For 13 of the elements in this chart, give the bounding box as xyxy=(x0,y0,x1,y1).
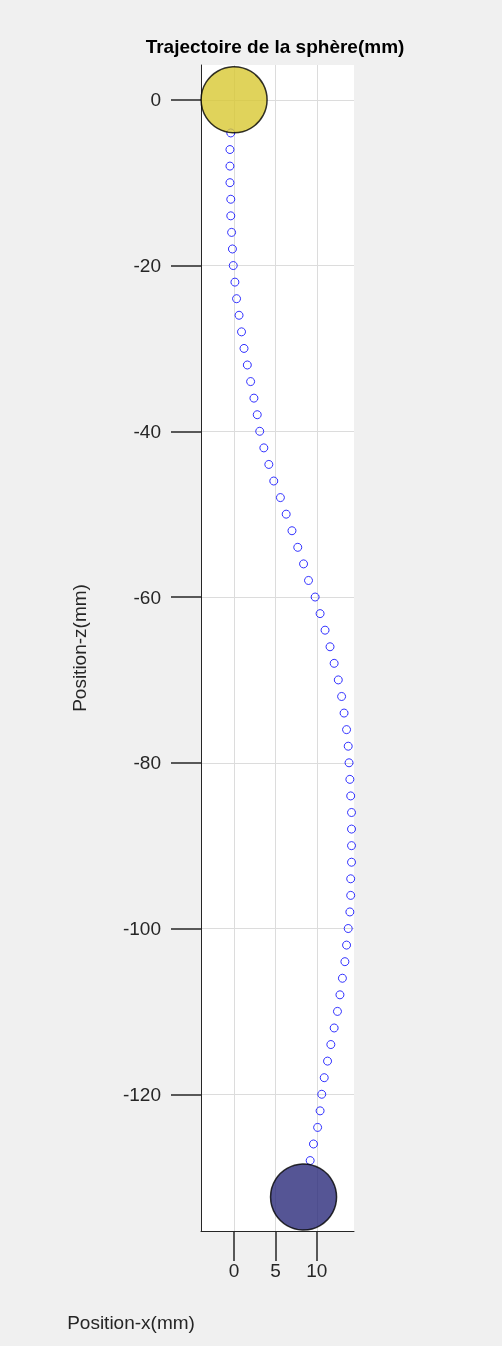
y-tick-label: 0 xyxy=(150,89,161,111)
y-axis-title: Position-z(mm) xyxy=(69,584,90,712)
x-tick-label: 0 xyxy=(228,1260,240,1281)
y-tick-label: -40 xyxy=(133,420,161,442)
x-axis-title: Position-x(mm) xyxy=(67,1312,195,1333)
y-tick-label: -120 xyxy=(122,1083,161,1105)
chart-title: Trajectoire de la sphère(mm) xyxy=(145,36,405,57)
y-tick-label: -80 xyxy=(133,752,161,774)
x-tick-label: 10 xyxy=(306,1260,328,1281)
x-tick-label: 5 xyxy=(270,1260,281,1281)
y-tick-label: -20 xyxy=(133,255,161,277)
y-tick-label: -100 xyxy=(122,918,161,940)
y-tick-label: -60 xyxy=(133,586,161,608)
